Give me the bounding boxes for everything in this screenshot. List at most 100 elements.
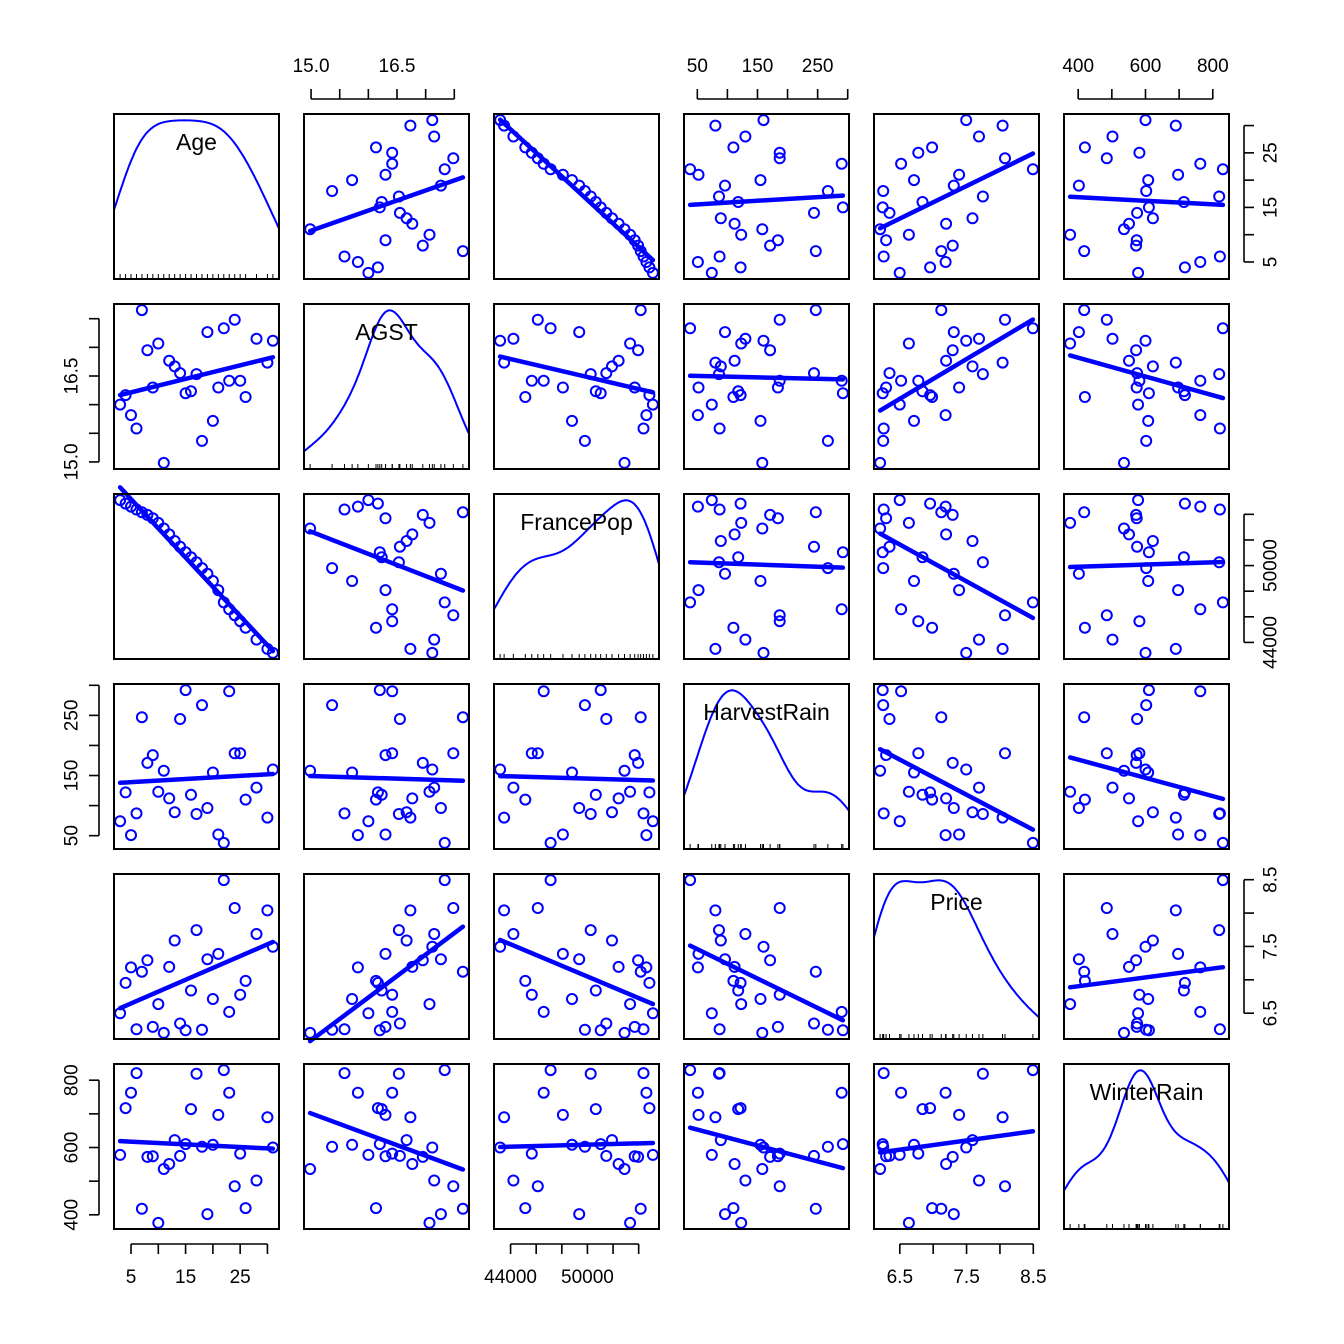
data-point — [426, 940, 439, 953]
data-point — [584, 368, 597, 381]
data-point — [924, 786, 937, 799]
data-point — [544, 1064, 557, 1077]
data-point — [714, 1134, 727, 1147]
data-point — [953, 828, 966, 841]
data-point — [125, 409, 137, 422]
data-point — [434, 567, 447, 580]
data-point — [531, 747, 544, 760]
data-point — [234, 374, 247, 387]
data-point — [362, 494, 375, 507]
data-point — [1216, 836, 1229, 849]
tick-label: 250 — [802, 56, 834, 77]
data-point — [646, 266, 659, 279]
data-point — [556, 828, 569, 841]
data-point — [908, 414, 920, 427]
data-point — [953, 168, 966, 181]
data-point — [612, 960, 625, 973]
data-point — [1177, 196, 1190, 208]
data-point — [976, 1067, 989, 1080]
data-point — [940, 792, 953, 805]
data-point — [174, 1149, 187, 1162]
data-point — [386, 615, 399, 628]
scatter-panel-Price-vs-HarvestRain — [683, 873, 850, 1040]
tick-label: 800 — [1197, 56, 1229, 77]
data-point — [632, 239, 645, 252]
data-point — [228, 1180, 241, 1193]
data-point — [212, 947, 225, 960]
data-point — [157, 764, 170, 777]
data-point — [174, 1017, 187, 1030]
data-point — [174, 367, 187, 380]
regression-line — [117, 771, 276, 786]
data-point — [632, 954, 645, 967]
data-point — [573, 953, 586, 966]
data-point — [908, 1138, 920, 1151]
panel-frame — [1063, 1063, 1230, 1230]
data-point — [1100, 152, 1113, 165]
data-point — [728, 960, 741, 973]
data-point — [1123, 354, 1135, 367]
data-point — [836, 546, 849, 559]
data-point — [924, 1102, 937, 1115]
data-point — [926, 141, 939, 154]
panel-frame — [873, 493, 1040, 660]
data-point — [1213, 368, 1226, 381]
tick-label: 600 — [1130, 56, 1162, 77]
data-point — [1213, 1023, 1226, 1036]
data-point — [498, 356, 511, 369]
data-point — [809, 245, 822, 258]
data-point — [379, 512, 392, 525]
data-point — [874, 223, 887, 236]
data-point — [1142, 414, 1155, 427]
tick-label: 150 — [62, 760, 83, 792]
data-point — [146, 749, 159, 762]
data-point — [935, 304, 948, 317]
data-point — [406, 528, 419, 541]
data-point — [416, 756, 429, 769]
data-point — [326, 699, 339, 712]
data-point — [883, 367, 896, 380]
regression-line — [307, 1110, 466, 1172]
data-point — [1078, 391, 1091, 403]
data-point — [756, 1163, 769, 1175]
data-point — [589, 984, 602, 997]
data-point — [141, 1150, 154, 1163]
data-point — [392, 556, 405, 569]
data-point — [119, 786, 132, 799]
data-point — [266, 763, 279, 776]
data-point — [584, 808, 597, 820]
data-point — [498, 904, 511, 917]
data-point — [135, 1202, 148, 1215]
data-point — [239, 391, 252, 403]
data-point — [125, 1086, 137, 1099]
data-point — [338, 250, 351, 263]
data-point — [152, 337, 165, 350]
data-point — [447, 609, 460, 622]
data-point — [531, 1180, 544, 1193]
tick-label: 16.5 — [379, 56, 416, 77]
data-point — [386, 1005, 399, 1018]
data-point — [556, 168, 569, 181]
data-point — [573, 326, 586, 339]
data-point — [1169, 642, 1182, 655]
data-point — [400, 535, 413, 547]
data-point — [835, 1086, 848, 1099]
data-point — [893, 398, 906, 411]
data-point — [152, 785, 165, 798]
regression-line — [877, 317, 1036, 413]
data-point — [1172, 584, 1185, 597]
data-point — [640, 409, 653, 422]
data-point — [157, 1026, 170, 1039]
data-point — [217, 874, 230, 887]
data-point — [371, 786, 384, 799]
data-point — [692, 168, 705, 181]
data-point — [874, 522, 887, 535]
data-point — [808, 1149, 820, 1162]
data-point — [880, 234, 893, 247]
data-point — [217, 322, 230, 335]
data-point — [877, 1067, 890, 1080]
data-point — [966, 535, 979, 547]
data-point — [966, 212, 979, 225]
data-point — [370, 141, 382, 154]
data-point — [1106, 633, 1119, 646]
